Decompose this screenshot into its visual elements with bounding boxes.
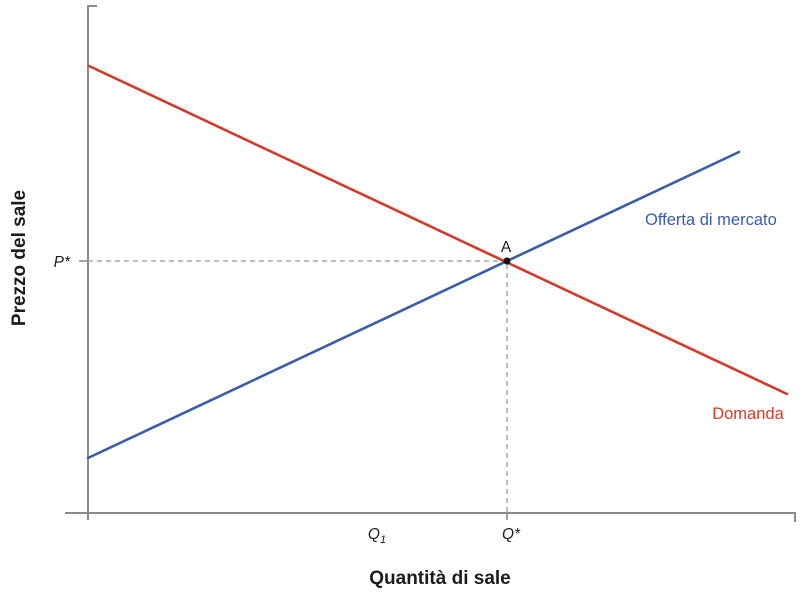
x-axis bbox=[65, 512, 796, 522]
q-star-tick-label: Q* bbox=[502, 526, 521, 543]
y-axis bbox=[87, 5, 97, 520]
supply-curve bbox=[86, 150, 741, 460]
x-axis-title: Quantità di sale bbox=[369, 568, 510, 589]
q1-tick-label-main: Q bbox=[368, 526, 380, 543]
p-star-tick-label: P* bbox=[54, 254, 71, 271]
supply-curve-label: Offerta di mercato bbox=[645, 211, 777, 229]
y-axis-title: Prezzo del sale bbox=[9, 190, 30, 326]
equilibrium-point-label: A bbox=[501, 239, 512, 256]
q1-tick-label: Q1 bbox=[368, 526, 386, 546]
equilibrium-point bbox=[503, 257, 511, 265]
q1-tick-label-sub: 1 bbox=[380, 534, 386, 546]
demand-curve-label: Domanda bbox=[712, 405, 784, 423]
demand-curve bbox=[87, 64, 789, 396]
